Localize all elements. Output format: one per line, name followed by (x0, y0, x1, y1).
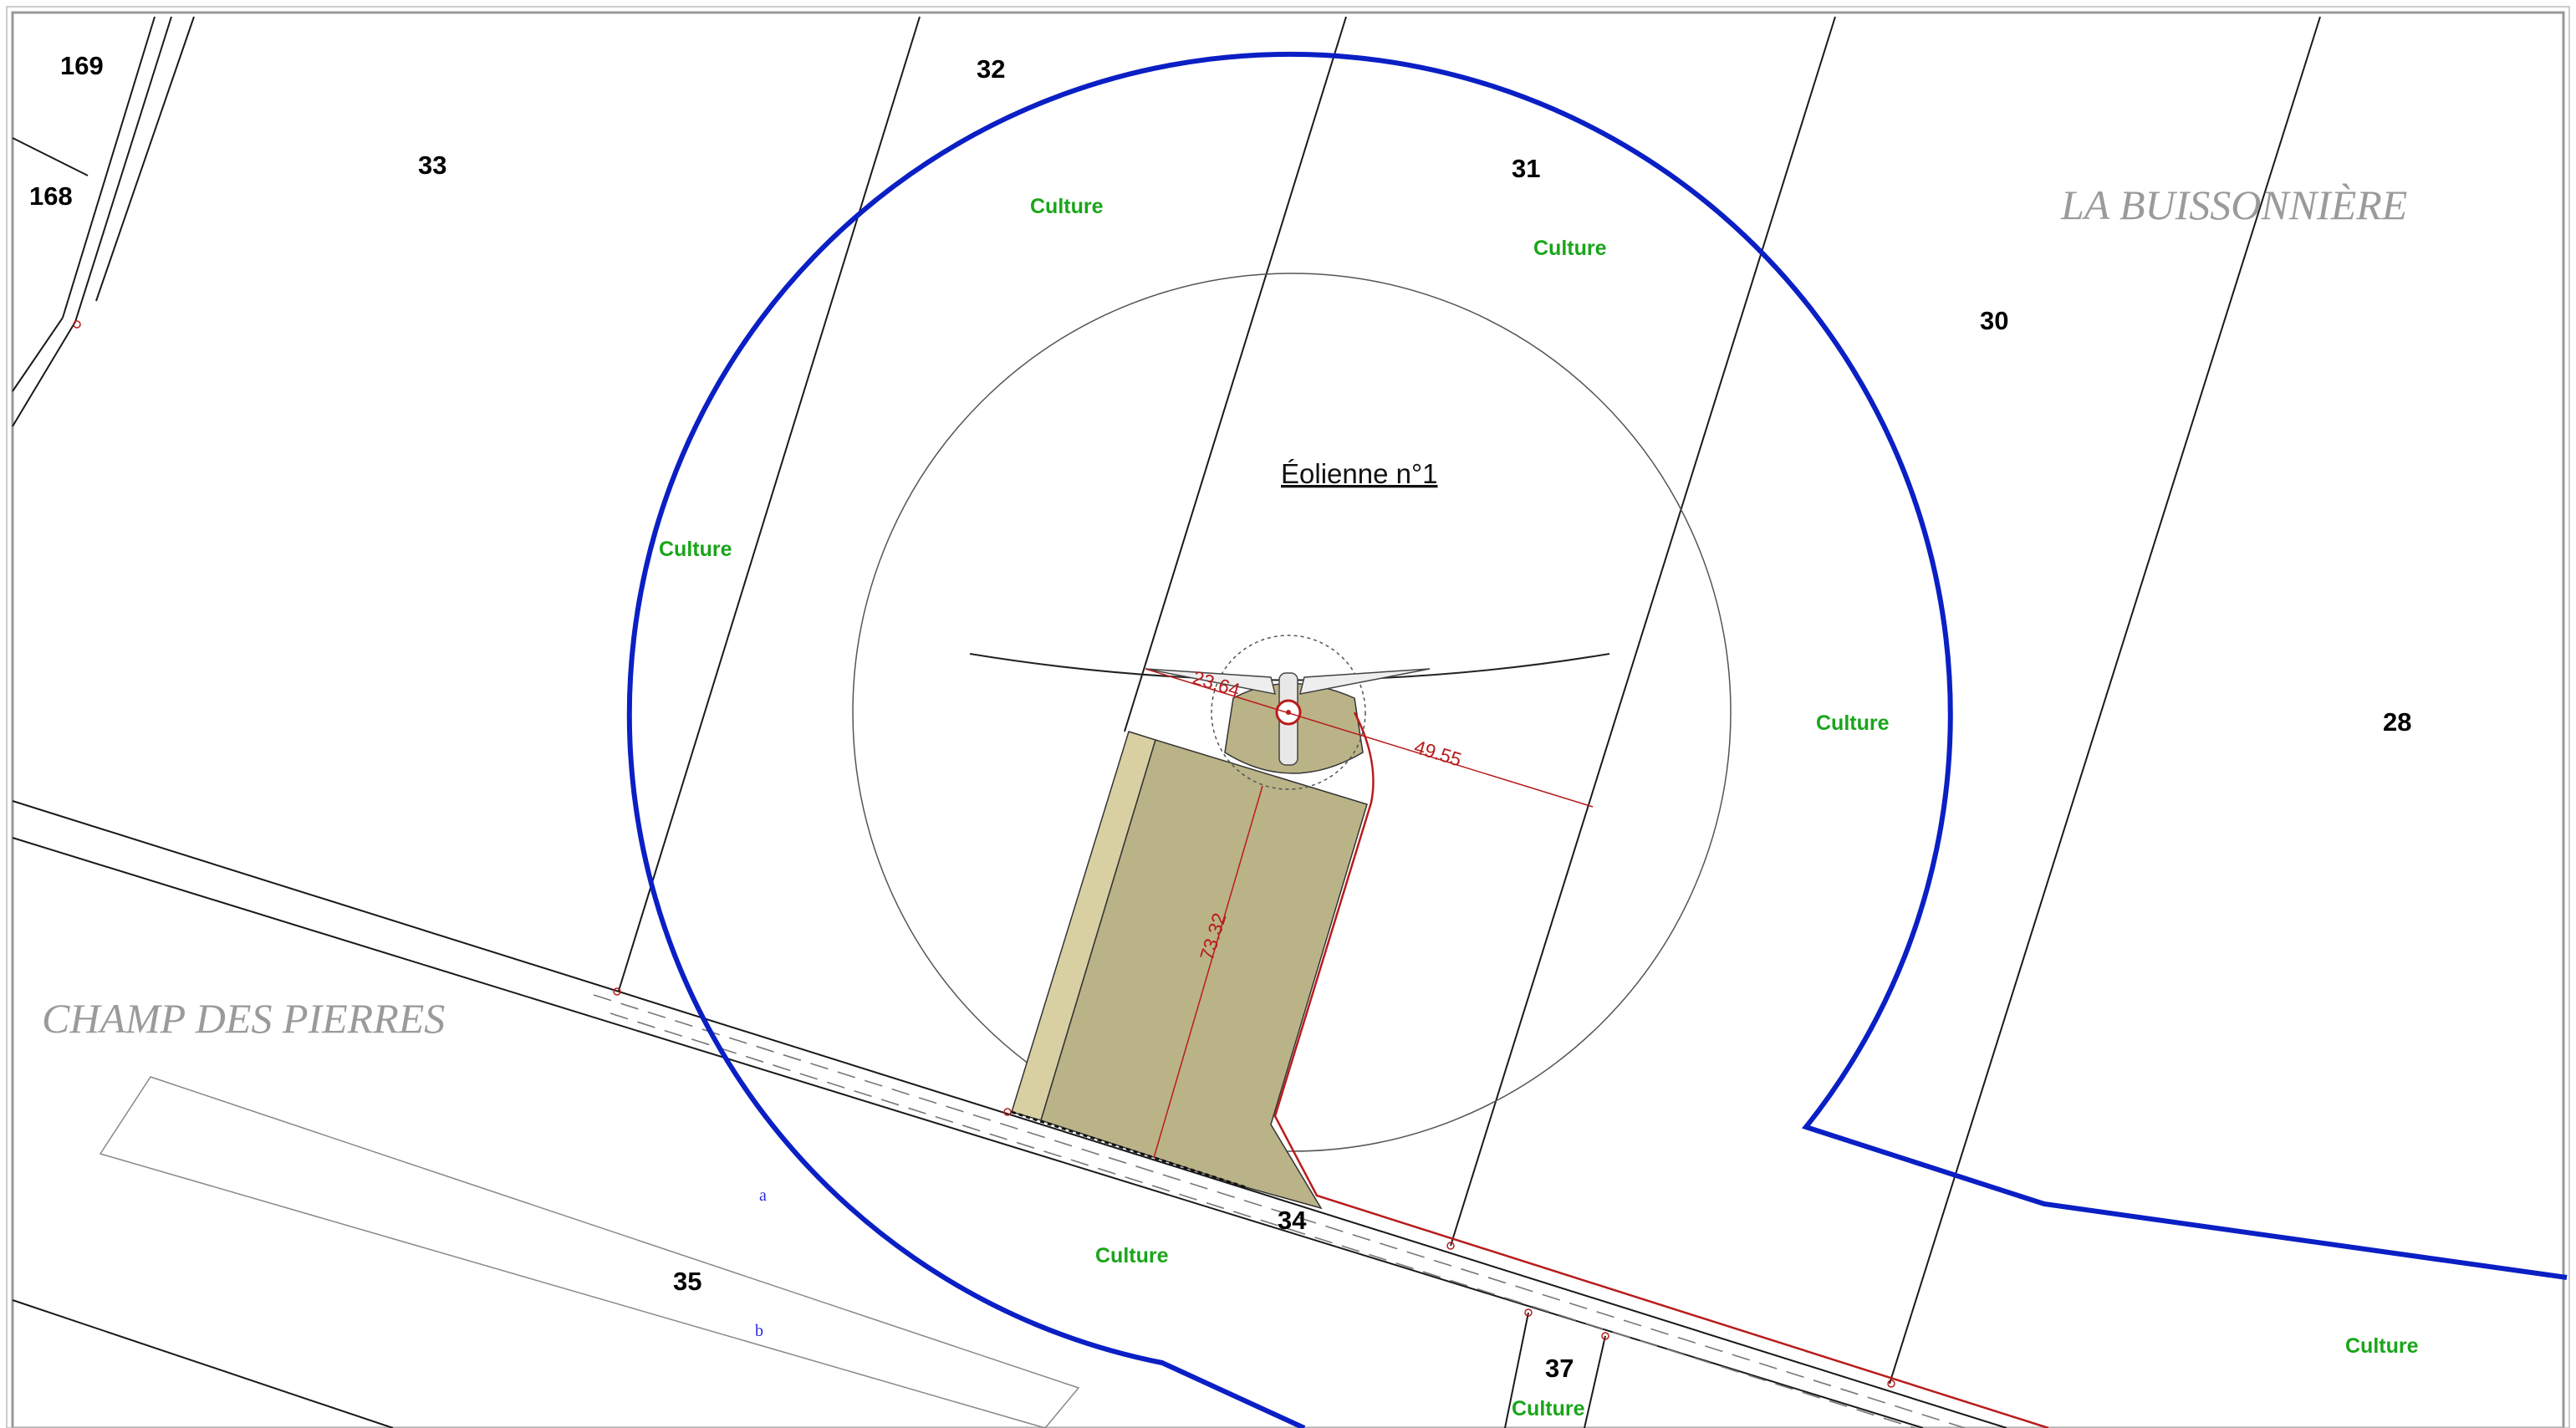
parcel-33: 33 (418, 150, 446, 180)
dimension-49-55: 49.55 (1412, 736, 1465, 771)
land-use-labels: Culture Culture Culture Culture Culture … (659, 195, 2419, 1420)
parcel-35: 35 (673, 1267, 701, 1296)
parcel-31: 31 (1512, 154, 1540, 183)
parcel-34: 34 (1278, 1206, 1307, 1235)
culture-label: Culture (1533, 237, 1607, 260)
parcel-numbers: 169 168 33 32 31 30 28 34 35 37 (29, 51, 2411, 1383)
turbine (969, 635, 1610, 790)
dimension-23-64: 23.64 (1191, 666, 1243, 701)
dimension-lines (1145, 668, 1594, 1159)
culture-label: Culture (1816, 711, 1890, 735)
locality-champ-des-pierres: CHAMP DES PIERRES (42, 995, 445, 1042)
crane-platform (1011, 682, 1368, 1210)
rotor-radius-circle (852, 273, 1732, 1152)
buffer-zone-outline (626, 51, 2568, 1428)
culture-label: Culture (659, 538, 732, 561)
subparcel-a: a (759, 1186, 767, 1205)
access-path (1273, 711, 2049, 1428)
parcel-30: 30 (1980, 306, 2008, 335)
parcel-37: 37 (1545, 1354, 1574, 1383)
parcel-28: 28 (2383, 707, 2411, 737)
turbine-label: Éolienne n°1 (1281, 458, 1438, 489)
culture-label: Culture (1512, 1397, 1585, 1420)
culture-label: Culture (1030, 195, 1104, 218)
culture-label: Culture (1095, 1244, 1169, 1267)
parcel-169: 169 (60, 51, 104, 80)
parcel-boundaries (12, 16, 2321, 1428)
subparcel-b: b (755, 1322, 763, 1340)
parcel-168: 168 (29, 181, 73, 211)
parcel-35-strip (99, 1076, 1080, 1428)
locality-la-buissonniere: LA BUISSONNIÈRE (2060, 181, 2407, 228)
map-frame (11, 11, 2565, 1428)
parcel-32: 32 (977, 54, 1005, 84)
culture-label: Culture (2345, 1334, 2419, 1358)
